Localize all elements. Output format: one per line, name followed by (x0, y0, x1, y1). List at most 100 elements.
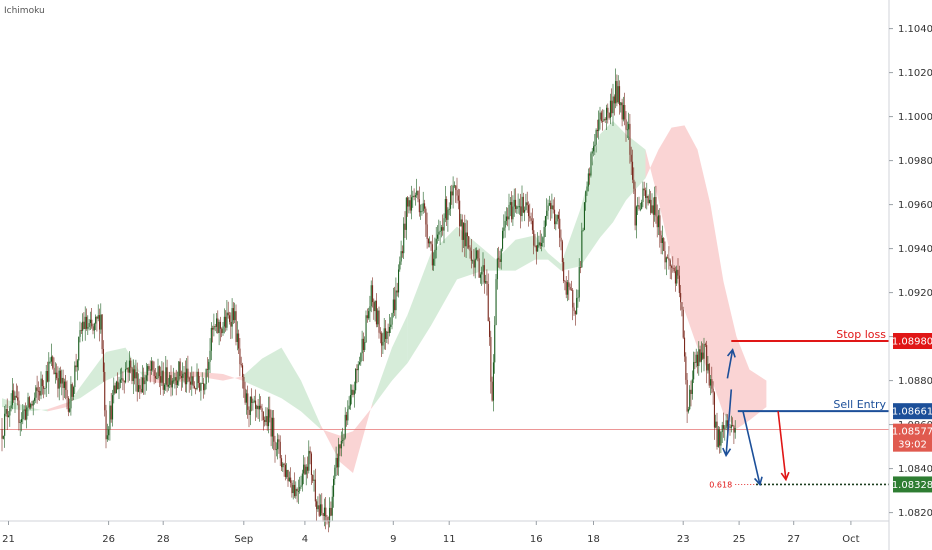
candle[interactable] (635, 205, 637, 239)
candle[interactable] (247, 385, 249, 419)
candle[interactable] (206, 357, 208, 377)
candle[interactable] (106, 423, 108, 442)
candle[interactable] (541, 233, 543, 252)
candle[interactable] (734, 420, 736, 439)
candle[interactable] (637, 197, 639, 215)
candle[interactable] (513, 188, 515, 217)
candle[interactable] (621, 98, 623, 127)
candle[interactable] (437, 225, 439, 244)
candle[interactable] (691, 370, 693, 400)
candle[interactable] (35, 385, 37, 404)
candle[interactable] (400, 240, 402, 265)
candle[interactable] (284, 454, 286, 481)
candle[interactable] (130, 357, 132, 374)
candle[interactable] (448, 202, 450, 216)
candle[interactable] (266, 407, 268, 431)
candle[interactable] (294, 472, 296, 498)
candle[interactable] (162, 362, 164, 396)
candle[interactable] (543, 220, 545, 248)
candle[interactable] (569, 283, 571, 291)
candle[interactable] (426, 212, 428, 249)
candle[interactable] (619, 80, 621, 115)
candle[interactable] (36, 375, 38, 404)
candle[interactable] (209, 338, 211, 374)
candle[interactable] (210, 322, 212, 361)
candle[interactable] (486, 269, 488, 296)
candle[interactable] (186, 357, 188, 393)
candle[interactable] (517, 193, 519, 214)
candle[interactable] (95, 314, 97, 330)
candle[interactable] (79, 321, 81, 343)
candle[interactable] (297, 479, 299, 504)
candle[interactable] (720, 431, 722, 453)
candle[interactable] (674, 266, 676, 292)
candle[interactable] (499, 250, 501, 269)
candle[interactable] (680, 284, 682, 311)
candle[interactable] (443, 213, 445, 244)
candle[interactable] (427, 238, 429, 248)
candle[interactable] (413, 188, 415, 201)
candle[interactable] (489, 317, 491, 346)
candle[interactable] (288, 471, 290, 482)
candle[interactable] (109, 400, 111, 441)
candle[interactable] (154, 367, 156, 384)
candle[interactable] (382, 332, 384, 354)
candle[interactable] (578, 258, 580, 302)
candle[interactable] (399, 256, 401, 272)
candle[interactable] (567, 280, 569, 302)
candle[interactable] (424, 199, 426, 213)
candle[interactable] (730, 415, 732, 433)
candle[interactable] (256, 404, 258, 418)
candle[interactable] (613, 94, 615, 116)
candle[interactable] (699, 345, 701, 363)
candle[interactable] (269, 396, 271, 423)
candle[interactable] (108, 426, 110, 441)
candle[interactable] (92, 323, 94, 335)
candle[interactable] (375, 293, 377, 328)
candle[interactable] (456, 177, 458, 204)
candle[interactable] (602, 109, 604, 131)
candle[interactable] (342, 427, 344, 444)
candle[interactable] (418, 186, 420, 217)
candle[interactable] (707, 356, 709, 374)
candle[interactable] (216, 313, 218, 334)
candle[interactable] (167, 378, 169, 391)
candle[interactable] (143, 367, 145, 395)
candle[interactable] (481, 266, 483, 286)
candle[interactable] (348, 396, 350, 410)
candle[interactable] (121, 367, 123, 383)
candle[interactable] (67, 396, 69, 417)
candle[interactable] (381, 331, 383, 358)
candle[interactable] (2, 435, 4, 440)
candle[interactable] (160, 366, 162, 395)
candle[interactable] (161, 361, 163, 387)
candle[interactable] (388, 314, 390, 337)
candle[interactable] (153, 361, 155, 385)
candle[interactable] (711, 366, 713, 394)
candle[interactable] (551, 193, 553, 219)
candle[interactable] (199, 375, 201, 393)
candle[interactable] (407, 195, 409, 217)
candle[interactable] (126, 360, 128, 370)
candle[interactable] (507, 207, 509, 227)
candle[interactable] (606, 104, 608, 131)
candle[interactable] (487, 273, 489, 322)
candle[interactable] (62, 369, 64, 401)
candle[interactable] (620, 102, 622, 113)
candle[interactable] (236, 321, 238, 351)
candle[interactable] (343, 433, 345, 447)
candle[interactable] (56, 363, 58, 381)
candle[interactable] (136, 362, 138, 402)
candle[interactable] (468, 235, 470, 250)
candle[interactable] (11, 377, 13, 410)
candle[interactable] (667, 254, 669, 259)
candle[interactable] (409, 194, 411, 214)
trade-levels[interactable]: Stop loss Sell Entry 0.618 (709, 328, 889, 489)
candle[interactable] (190, 372, 192, 390)
candle[interactable] (91, 307, 93, 329)
candle[interactable] (31, 400, 33, 409)
candle[interactable] (24, 402, 26, 421)
candle[interactable] (141, 365, 143, 394)
candle[interactable] (586, 181, 588, 196)
candle[interactable] (721, 421, 723, 443)
